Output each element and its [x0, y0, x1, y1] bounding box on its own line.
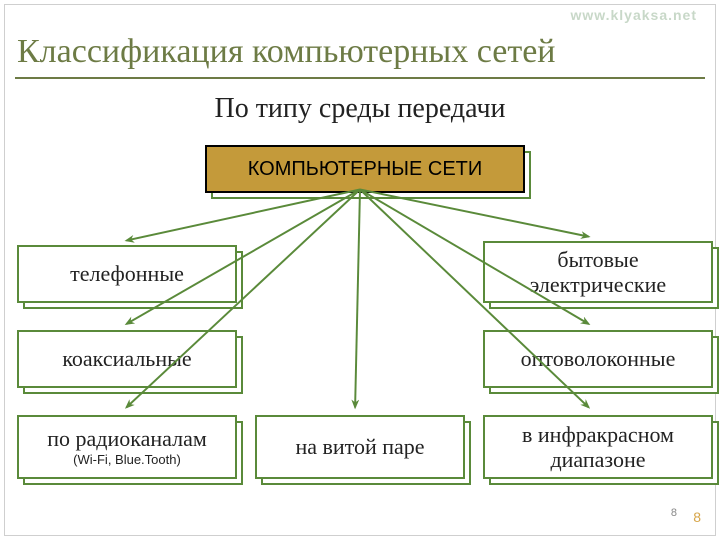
leaf-box-telephone: телефонные [17, 245, 237, 303]
leaf-label-infrared: в инфракрасномдиапазоне [522, 422, 674, 473]
arrow-3 [355, 190, 360, 408]
leaf-label-coaxial: коаксиальные [62, 346, 191, 371]
leaf-box-household: бытовыеэлектрические [483, 241, 713, 303]
leaf-box-infrared: в инфракрасномдиапазоне [483, 415, 713, 479]
leaf-box-fiber: оптоволоконные [483, 330, 713, 388]
page-number-large: 8 [693, 509, 701, 525]
leaf-sublabel-radio: (Wi-Fi, Blue.Tooth) [47, 453, 207, 468]
root-box-label: КОМПЬЮТЕРНЫЕ СЕТИ [248, 158, 483, 181]
leaf-label-household: бытовыеэлектрические [530, 247, 666, 298]
leaf-label-telephone: телефонные [70, 261, 184, 286]
leaf-label-twisted: на витой паре [295, 434, 424, 459]
leaf-box-radio: по радиоканалам (Wi-Fi, Blue.Tooth) [17, 415, 237, 479]
leaf-box-twisted: на витой паре [255, 415, 465, 479]
title-underline [15, 77, 705, 79]
leaf-box-coaxial: коаксиальные [17, 330, 237, 388]
root-box: КОМПЬЮТЕРНЫЕ СЕТИ [205, 145, 525, 193]
leaf-label-radio: по радиоканалам [47, 426, 207, 451]
leaf-label-fiber: оптоволоконные [521, 346, 676, 371]
page-number-small: 8 [671, 507, 677, 519]
slide-title: Классификация компьютерных сетей [17, 33, 556, 71]
watermark-text: www.klyaksa.net [570, 7, 697, 23]
slide-subtitle: По типу среды передачи [5, 93, 715, 125]
slide-frame: www.klyaksa.net Классификация компьютерн… [4, 4, 716, 536]
